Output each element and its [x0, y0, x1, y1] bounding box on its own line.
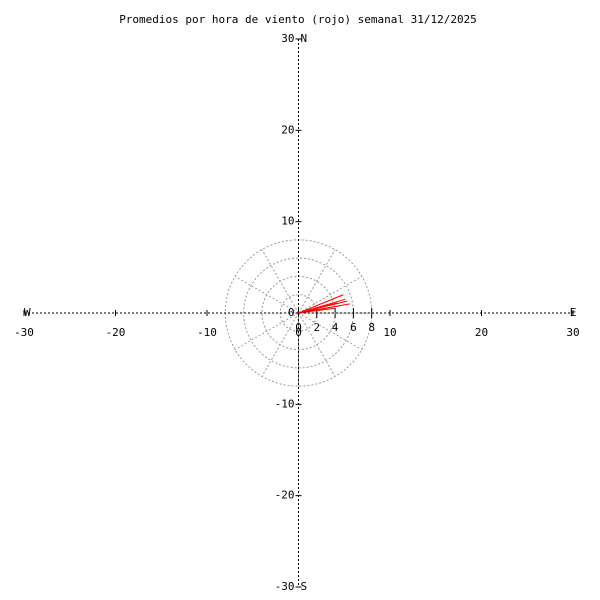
compass-west: W: [24, 306, 31, 319]
spoke: [298, 312, 336, 377]
spoke: [261, 249, 299, 314]
y-tick-label: 20: [281, 123, 294, 136]
spoke: [234, 312, 299, 351]
y-tick-label: 0: [288, 306, 295, 319]
wind-vector: [298, 307, 335, 314]
spoke: [261, 312, 299, 377]
x-tick-label: -30: [14, 326, 34, 339]
ring-label: 6: [350, 321, 357, 334]
y-tick-label: 10: [281, 215, 294, 228]
compass-north: N: [301, 32, 308, 45]
spoke: [234, 275, 299, 314]
chart-title: Promedios por hora de viento (rojo) sema…: [119, 13, 477, 26]
spoke: [298, 249, 336, 314]
y-tick-label: -30: [275, 580, 295, 593]
y-tick-label: -20: [275, 489, 295, 502]
ring-label: 2: [313, 321, 320, 334]
x-tick-label: 10: [383, 326, 396, 339]
y-tick-label: -10: [275, 397, 295, 410]
ring-label: 8: [368, 321, 375, 334]
spoke: [298, 312, 363, 351]
compass-south: S: [301, 580, 308, 593]
x-tick-label: -20: [106, 326, 126, 339]
x-tick-label: 20: [475, 326, 488, 339]
wind-vector: [298, 294, 344, 314]
spoke: [298, 275, 363, 314]
x-tick-label: -10: [197, 326, 217, 339]
x-tick-label: 30: [566, 326, 579, 339]
y-tick-label: 30: [281, 32, 294, 45]
x-tick-label: 0: [295, 326, 302, 339]
wind-vector: [298, 302, 338, 314]
compass-east: E: [570, 306, 577, 319]
ring-label: 4: [332, 321, 339, 334]
